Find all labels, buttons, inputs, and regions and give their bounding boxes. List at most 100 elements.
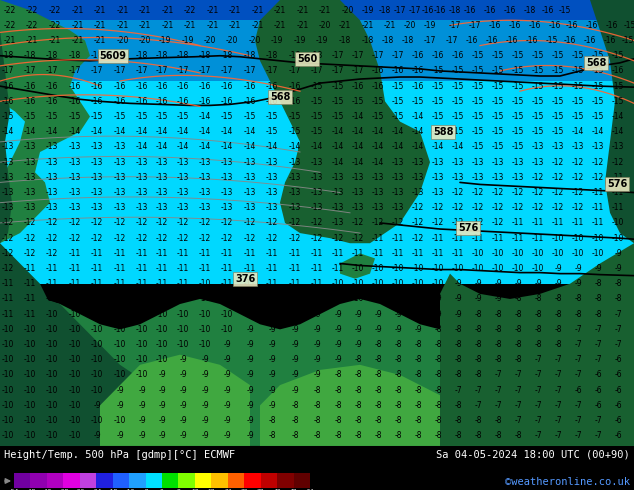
Text: -13: -13 [512,173,524,182]
Text: -16: -16 [199,82,211,91]
Text: -18: -18 [199,51,211,60]
Text: -13: -13 [311,188,323,197]
Text: -9: -9 [334,310,342,318]
Text: -7: -7 [494,370,502,379]
Text: -10: -10 [332,279,344,288]
Text: -8: -8 [374,386,382,394]
Text: -7: -7 [514,370,522,379]
Text: -8: -8 [334,401,342,410]
Text: -15: -15 [492,112,504,121]
Text: -8: -8 [495,416,501,425]
Text: -15: -15 [472,97,484,106]
Text: -10: -10 [199,325,211,334]
Text: -11: -11 [412,249,424,258]
Text: -12: -12 [91,234,103,243]
Text: -16: -16 [434,5,446,15]
Text: -12: -12 [452,219,464,227]
Text: -11: -11 [532,234,544,243]
Text: -14: -14 [412,143,424,151]
Text: -12: -12 [552,173,564,182]
Text: -14: -14 [452,143,464,151]
Text: -12: -12 [392,219,404,227]
Text: -9: -9 [434,310,442,318]
Text: -9: -9 [201,431,209,441]
Text: -14: -14 [199,127,211,136]
Text: -21: -21 [319,5,331,15]
Text: -7: -7 [514,401,522,410]
Text: -10: -10 [46,370,58,379]
Text: -14: -14 [156,127,168,136]
Text: -10: -10 [199,310,211,318]
Text: -14: -14 [311,143,323,151]
Text: -15: -15 [546,36,558,45]
Text: -18: -18 [156,51,168,60]
Text: -11: -11 [177,264,189,273]
Text: -10: -10 [311,294,323,303]
Text: -19: -19 [294,36,306,45]
Text: -8: -8 [454,355,462,364]
Text: -16: -16 [486,36,498,45]
Text: -12: -12 [266,219,278,227]
Text: -15: -15 [332,97,344,106]
Text: -10: -10 [266,294,278,303]
Text: -12: -12 [289,234,301,243]
Text: 576: 576 [607,179,627,190]
Text: -12: -12 [452,203,464,212]
Text: -12: -12 [46,234,58,243]
Text: -17: -17 [311,67,323,75]
Text: -10: -10 [2,325,14,334]
Text: -10: -10 [2,340,14,349]
Text: -14: -14 [221,143,233,151]
Text: -7: -7 [474,386,482,394]
Text: -21: -21 [26,36,38,45]
Text: -10: -10 [2,431,14,441]
Text: -10: -10 [156,310,168,318]
Text: -15: -15 [532,127,544,136]
Text: -10: -10 [221,325,233,334]
Text: -9: -9 [179,370,187,379]
Text: -10: -10 [136,355,148,364]
Text: -8: -8 [594,294,602,303]
Text: -12: -12 [46,219,58,227]
Text: -15: -15 [552,51,564,60]
Text: -8: -8 [495,310,501,318]
Text: -9: -9 [291,355,299,364]
Text: -13: -13 [532,158,544,167]
Text: -13: -13 [432,173,444,182]
Text: -17: -17 [46,67,58,75]
Text: -10: -10 [532,249,544,258]
Text: -8: -8 [354,386,362,394]
Text: -11: -11 [266,279,278,288]
Text: -15: -15 [311,82,323,91]
Text: -12: -12 [352,234,364,243]
Text: -13: -13 [177,188,189,197]
Text: -11: -11 [612,203,624,212]
Text: -7: -7 [574,401,582,410]
Text: -10: -10 [136,294,148,303]
Text: -12: -12 [177,234,189,243]
Text: -8: -8 [334,416,342,425]
Text: -13: -13 [412,158,424,167]
Text: -9: -9 [554,279,562,288]
Text: -15: -15 [114,112,126,121]
Text: -10: -10 [492,249,504,258]
Text: -11: -11 [572,219,584,227]
Text: -8: -8 [354,401,362,410]
Text: -6: -6 [614,401,622,410]
Bar [211,473,228,488]
Text: -10: -10 [552,249,564,258]
Text: -16: -16 [489,21,501,30]
Text: -10: -10 [432,264,444,273]
Text: -11: -11 [472,234,484,243]
Text: -12: -12 [432,203,444,212]
Text: -9: -9 [614,264,622,273]
Text: -12: -12 [221,234,233,243]
Text: -21: -21 [72,21,84,30]
Text: -8: -8 [414,386,422,394]
Text: -10: -10 [372,279,384,288]
Text: -13: -13 [24,158,36,167]
Text: -11: -11 [452,234,464,243]
Text: -11: -11 [177,279,189,288]
Text: -10: -10 [177,340,189,349]
Polygon shape [340,253,375,279]
